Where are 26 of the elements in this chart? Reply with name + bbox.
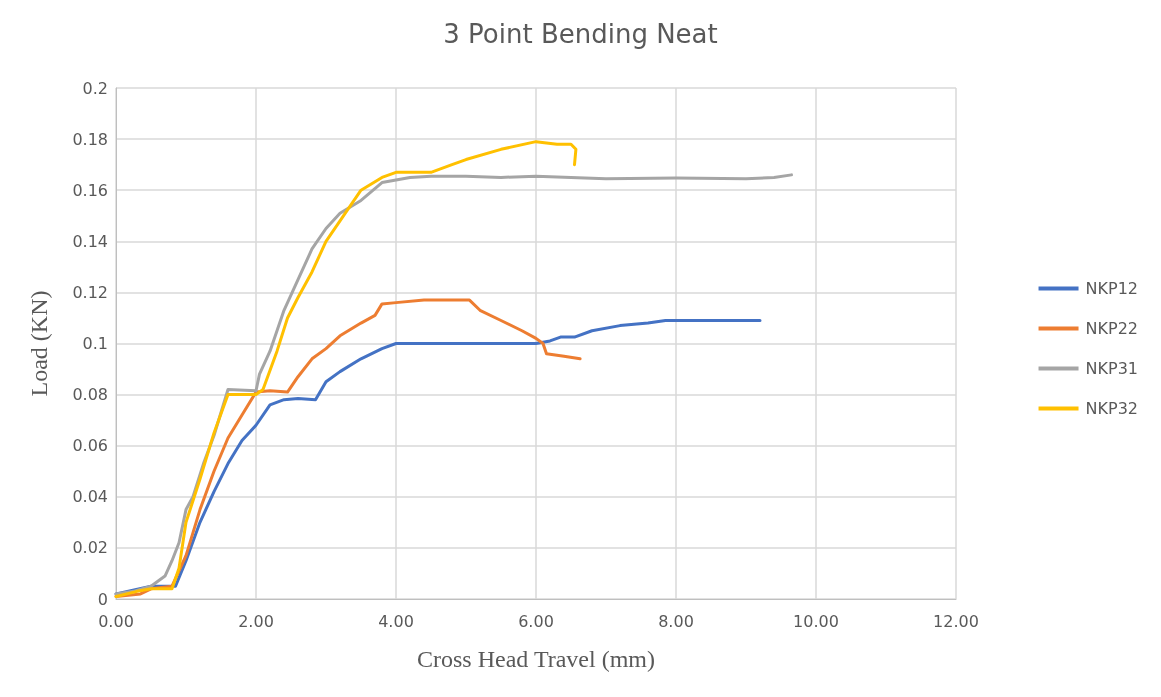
line-series [114,140,578,598]
x-tick-label: 6.00 [518,611,554,631]
y-tick-label: 0.1 [82,334,108,353]
y-tick-label: 0.14 [72,231,108,251]
y-tick-label: 0.2 [82,78,108,98]
x-tick-label: 12.00 [933,611,979,631]
x-axis-title: Cross Head Travel (mm) [417,646,655,672]
y-tick-label: 0.18 [72,129,108,149]
x-tick-label: 8.00 [658,611,694,631]
chart-title: 3 Point Bending Neat [443,19,718,49]
y-tick-label: 0.16 [72,180,108,200]
legend-label: NKP31 [1085,359,1138,378]
y-tick-label: 0 [97,589,108,609]
x-tick-label: 4.00 [378,611,414,631]
x-tick-label: 10.00 [793,611,839,631]
y-tick-label: 0.12 [72,282,108,302]
y-tick-label: 0.06 [72,436,108,456]
y-tick-label: 0.04 [72,487,108,507]
x-tick-label: 0.00 [98,611,134,631]
x-tick-label: 2.00 [238,611,274,631]
y-axis-title: Load (KN) [26,290,52,397]
legend-label: NKP32 [1085,399,1138,418]
legend-label: NKP22 [1085,319,1138,338]
legend-label: NKP12 [1085,279,1138,298]
y-tick-label: 0.02 [72,538,108,558]
y-tick-label: 0.08 [72,385,108,405]
